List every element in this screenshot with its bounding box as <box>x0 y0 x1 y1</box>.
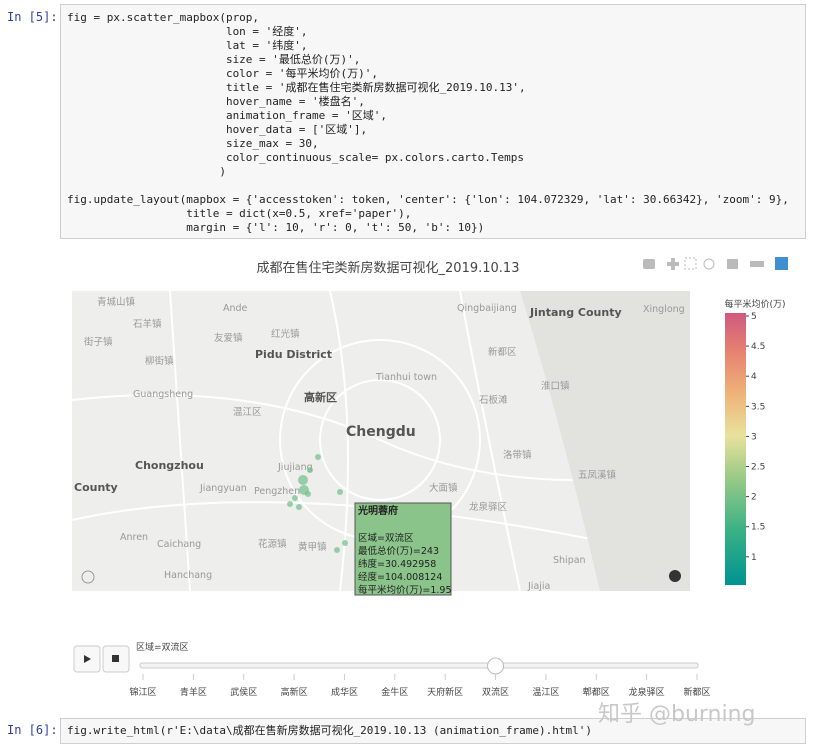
mapbox-logo <box>81 570 95 584</box>
code-line: lat = '纬度', <box>67 39 308 52</box>
figure: 成都在售住宅类新房数据可视化_2019.10.13 青城山镇 Ande Qingba… <box>71 257 788 698</box>
map-label: Pidu District <box>255 348 332 361</box>
slider-step[interactable]: 新都区 <box>683 686 710 698</box>
map-label: Xinglong <box>643 304 685 315</box>
map-label: 街子镇 <box>84 336 113 348</box>
colorbar-tick-label: 1.5 <box>751 523 765 533</box>
code-line: color_continuous_scale= px.colors.carto.… <box>67 151 524 164</box>
slider-step[interactable]: 青羊区 <box>180 686 207 698</box>
tooltip-line: 纬度=30.492958 <box>358 558 436 570</box>
map-label: Tianhui town <box>375 372 437 383</box>
code-cell[interactable]: fig = px.scatter_mapbox(prop, lon = '经度'… <box>60 4 806 239</box>
colorbar-tick-label: 3.5 <box>751 402 765 412</box>
colorbar-tick-label: 3 <box>751 432 757 442</box>
watermark: 知乎 @burning <box>598 702 756 727</box>
code-line: lon = '经度', <box>67 25 308 38</box>
map-label: 花源镇 <box>258 538 287 550</box>
slider-step[interactable]: 成华区 <box>331 686 358 698</box>
map-label: Jiujiang <box>277 462 313 473</box>
code-cell[interactable]: fig.write_html(r'E:\data\成都在售新房数据可视化_201… <box>60 718 806 744</box>
map-label: 青城山镇 <box>97 296 136 308</box>
points <box>287 454 348 553</box>
code-line: title = '成都在售住宅类新房数据可视化_2019.10.13', <box>67 81 526 94</box>
hills <box>520 291 690 591</box>
map-label: Jiajia <box>527 581 550 592</box>
map-label: Guangsheng <box>133 389 193 400</box>
tooltip <box>354 502 452 596</box>
map-label: Shipan <box>553 555 586 566</box>
slider-step[interactable]: 金牛区 <box>381 686 408 698</box>
map-label: Jintang County <box>529 306 622 319</box>
map-label: 高新区 <box>304 390 337 404</box>
slider-label: 区域=双流区 <box>136 641 189 653</box>
code-line: fig.write_html(r'E:\data\成都在售新房数据可视化_201… <box>67 724 592 737</box>
colorbar-tick-label: 2 <box>751 493 757 503</box>
slider-step[interactable]: 天府新区 <box>427 686 463 698</box>
code-line: size = '最低总价(万)', <box>67 53 361 66</box>
prompt: In [6]: <box>7 723 58 737</box>
colorbar-tick-label: 5 <box>751 312 757 322</box>
map-label: 温江区 <box>233 407 262 418</box>
slider-step[interactable]: 郫都区 <box>583 686 610 698</box>
tooltip-line: 区域=双流区 <box>358 532 414 544</box>
slider-step[interactable]: 龙泉驿区 <box>629 686 665 698</box>
map-label: 柳街镇 <box>145 355 174 367</box>
map-label: 洛带镇 <box>503 449 532 461</box>
map-label: Qingbaijiang <box>457 303 517 314</box>
code-line: fig.update_layout(mapbox = {'accesstoken… <box>67 193 789 206</box>
map-label: 石羊镇 <box>133 318 162 330</box>
code-line: animation_frame = '区域', <box>67 109 388 122</box>
prompt: In [5]: <box>7 10 58 24</box>
code-line: hover_data = ['区域'], <box>67 123 368 136</box>
slider-step[interactable]: 双流区 <box>482 686 509 698</box>
code-line: size_max = 30, <box>67 137 319 150</box>
code-line: ) <box>67 165 226 178</box>
tooltip-line: 最低总价(万)=243 <box>358 545 439 557</box>
map-label: 红光镇 <box>271 328 300 340</box>
slider-step[interactable]: 锦江区 <box>129 686 156 698</box>
map-label: 大面镇 <box>429 482 458 494</box>
map-label: Caichang <box>157 539 201 550</box>
code-line: fig = px.scatter_mapbox(prop, <box>67 11 260 24</box>
code-line: hover_name = '楼盘名', <box>67 95 365 108</box>
map-label: 黄甲镇 <box>298 541 327 553</box>
map-label: 五凤溪镇 <box>578 469 617 481</box>
slider-step[interactable]: 高新区 <box>281 686 308 698</box>
colorbar <box>725 313 746 585</box>
map-label: Pengzhen <box>254 486 300 497</box>
tooltip-line: 每平米均价(万)=1.95 <box>358 584 452 596</box>
colorbar-tick-label: 4.5 <box>751 342 765 352</box>
map-label: Chengdu <box>346 424 416 440</box>
map-label: County <box>74 481 118 494</box>
code-line: margin = {'l': 10, 'r': 0, 't': 50, 'b':… <box>67 221 485 234</box>
tooltip-line: 经度=104.008124 <box>358 571 442 583</box>
map-label: Ande <box>223 303 248 314</box>
slider-step[interactable]: 温江区 <box>532 687 559 698</box>
chart-title: 成都在售住宅类新房数据可视化_2019.10.13 <box>257 260 520 276</box>
map-label: Hanchang <box>164 570 212 581</box>
colorbar-title: 每平米均价(万) <box>724 298 785 310</box>
slider-step[interactable]: 武侯区 <box>230 686 257 698</box>
info-icon[interactable] <box>669 570 681 582</box>
map-label: Anren <box>120 532 148 543</box>
colorbar-tick-label: 4 <box>751 372 757 382</box>
map-label: 石板滩 <box>479 394 508 406</box>
modebar[interactable] <box>643 257 788 270</box>
colorbar-tick-label: 1 <box>751 553 757 563</box>
tooltip-title: 光明蓉府 <box>357 504 398 517</box>
map-label: 友爱镇 <box>214 332 243 344</box>
code-line: title = dict(x=0.5, xref='paper'), <box>67 207 412 220</box>
map-label: Jiangyuan <box>199 483 247 494</box>
colorbar-tick-label: 2.5 <box>751 463 765 473</box>
slider-handle[interactable] <box>487 657 505 675</box>
code-line: color = '每平米均价(万)', <box>67 67 379 80</box>
map-label: 新都区 <box>488 346 517 358</box>
slider-track <box>139 662 699 669</box>
map-label: Chongzhou <box>135 459 204 472</box>
map-label: 龙泉驿区 <box>469 501 508 513</box>
map-label: 淮口镇 <box>541 380 570 392</box>
